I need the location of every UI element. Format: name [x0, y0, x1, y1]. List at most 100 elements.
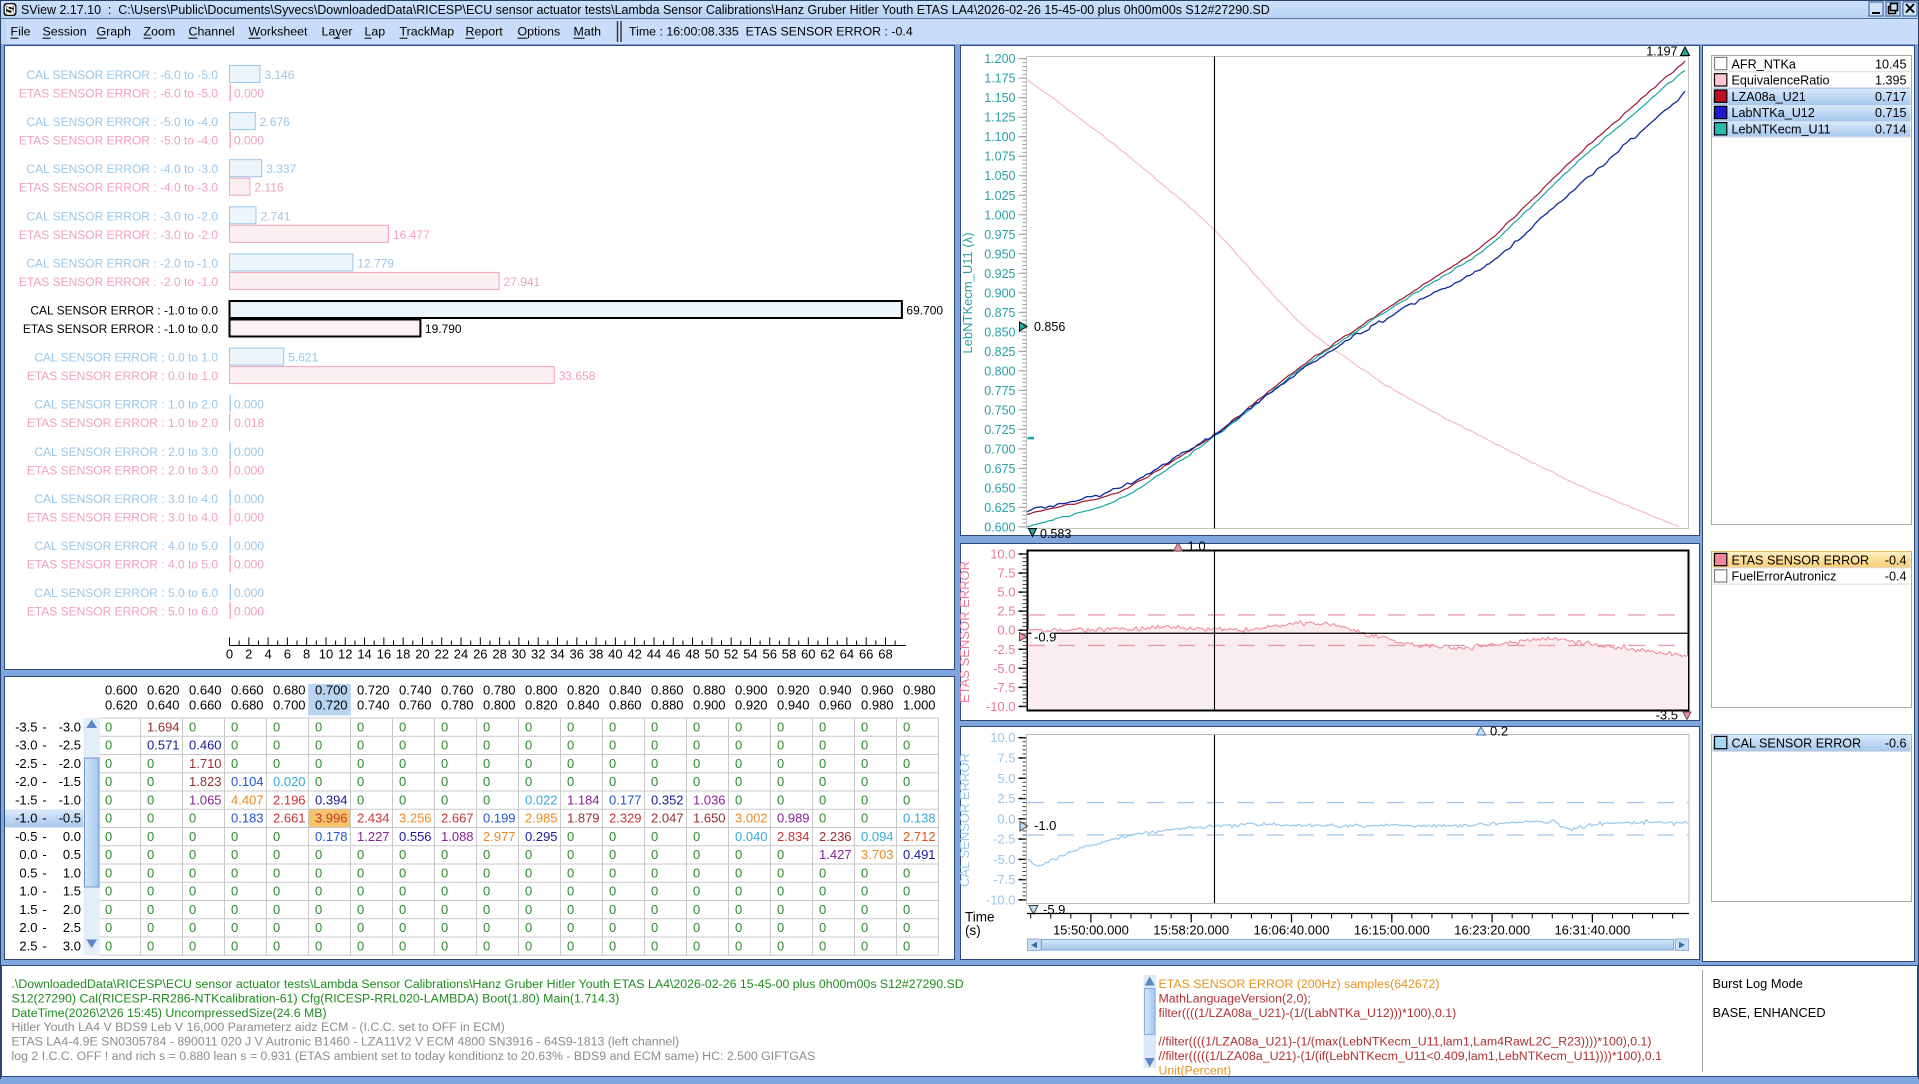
svg-text:0: 0 [525, 865, 532, 880]
svg-text:10.45: 10.45 [1875, 57, 1907, 71]
svg-text:0: 0 [819, 920, 826, 935]
svg-text:26: 26 [473, 647, 487, 662]
svg-text:1.0: 1.0 [1188, 539, 1206, 554]
svg-text:16:31:40.000: 16:31:40.000 [1554, 923, 1630, 938]
svg-text:0.780: 0.780 [483, 683, 516, 698]
svg-text:0.556: 0.556 [399, 829, 432, 844]
svg-text:0: 0 [399, 774, 406, 789]
svg-text:0: 0 [819, 902, 826, 917]
svg-text:0.920: 0.920 [777, 683, 810, 698]
svg-text:Time : 16:00:08.335 ETAS SENS: Time : 16:00:08.335 ETAS SENSOR ERROR : … [629, 25, 913, 39]
svg-text:-0.6: -0.6 [1885, 736, 1907, 750]
svg-text:ETAS SENSOR ERROR : -5.0 to -4: ETAS SENSOR ERROR : -5.0 to -4.0 [19, 134, 218, 148]
svg-text:0: 0 [819, 738, 826, 753]
svg-text:0: 0 [609, 884, 616, 899]
svg-text:0.625: 0.625 [984, 501, 1015, 515]
svg-text:-5.9: -5.9 [1043, 902, 1065, 917]
svg-text:-0.4: -0.4 [1885, 570, 1907, 584]
svg-text:CAL SENSOR ERROR : -3.0 to -2.: CAL SENSOR ERROR : -3.0 to -2.0 [26, 209, 218, 223]
svg-text:ETAS SENSOR ERROR : -1.0 to 0.: ETAS SENSOR ERROR : -1.0 to 0.0 [23, 322, 218, 336]
svg-text:0: 0 [147, 774, 154, 789]
svg-text:ETAS SENSOR ERROR (200Hz) samp: ETAS SENSOR ERROR (200Hz) samples(642672… [1159, 977, 1440, 991]
svg-text:1.650: 1.650 [693, 811, 726, 826]
svg-text:-: - [42, 774, 46, 789]
svg-text:-7.5: -7.5 [993, 680, 1015, 695]
svg-text:15:58:20.000: 15:58:20.000 [1153, 923, 1229, 938]
svg-text:Lap: Lap [365, 25, 386, 39]
svg-text:1.088: 1.088 [441, 829, 474, 844]
svg-text:2: 2 [245, 647, 252, 662]
svg-text:CAL SENSOR ERROR : -2.0 to -1.: CAL SENSOR ERROR : -2.0 to -1.0 [26, 256, 218, 270]
svg-text:0: 0 [651, 774, 658, 789]
svg-text:0: 0 [819, 811, 826, 826]
svg-text:0: 0 [231, 719, 238, 734]
svg-text:1.184: 1.184 [567, 792, 600, 807]
svg-text:0.000: 0.000 [234, 87, 264, 101]
svg-text:0: 0 [609, 902, 616, 917]
svg-text:0: 0 [735, 884, 742, 899]
svg-text:0.925: 0.925 [984, 267, 1015, 281]
svg-text:-: - [42, 811, 46, 826]
svg-text:0.840: 0.840 [567, 698, 600, 713]
svg-text:0: 0 [105, 738, 112, 753]
svg-text:48: 48 [685, 647, 699, 662]
svg-text:0.0: 0.0 [997, 623, 1015, 638]
svg-text:0: 0 [525, 902, 532, 917]
svg-text:0.5: 0.5 [19, 865, 37, 880]
svg-text:0: 0 [693, 902, 700, 917]
svg-text:0: 0 [903, 938, 910, 953]
svg-text:0.000: 0.000 [234, 558, 264, 572]
svg-text:1.036: 1.036 [693, 792, 726, 807]
svg-text:0: 0 [903, 920, 910, 935]
svg-text:0: 0 [105, 792, 112, 807]
svg-text:0: 0 [399, 738, 406, 753]
svg-text:0: 0 [399, 719, 406, 734]
svg-text:2.329: 2.329 [609, 811, 642, 826]
svg-text:0: 0 [735, 865, 742, 880]
svg-text:0: 0 [525, 756, 532, 771]
svg-text:DateTime(2026\2\26 15:45) Unco: DateTime(2026\2\26 15:45) UncompressedSi… [12, 1006, 327, 1020]
svg-text:0: 0 [357, 719, 364, 734]
svg-text:(s): (s) [965, 923, 981, 938]
svg-text:-1.0: -1.0 [1034, 818, 1056, 833]
svg-text:0.094: 0.094 [861, 829, 894, 844]
svg-text:0: 0 [735, 920, 742, 935]
svg-text:2.985: 2.985 [525, 811, 558, 826]
svg-text:File: File [11, 25, 31, 39]
svg-text:0: 0 [651, 756, 658, 771]
svg-text:0.460: 0.460 [189, 738, 222, 753]
svg-text:7.5: 7.5 [997, 566, 1015, 581]
svg-text:40: 40 [608, 647, 622, 662]
svg-text:1.075: 1.075 [984, 150, 1015, 164]
svg-text:0: 0 [861, 884, 868, 899]
svg-text:-: - [42, 738, 46, 753]
svg-text:0: 0 [693, 865, 700, 880]
svg-text:CAL SENSOR ERROR : 4.0 to 5.0: CAL SENSOR ERROR : 4.0 to 5.0 [34, 539, 218, 553]
svg-text:0: 0 [399, 847, 406, 862]
svg-text:0: 0 [819, 938, 826, 953]
svg-text:0: 0 [525, 719, 532, 734]
svg-text:0: 0 [903, 738, 910, 753]
svg-text:-0.9: -0.9 [1034, 630, 1056, 645]
svg-text:0: 0 [609, 719, 616, 734]
svg-text:-3.5: -3.5 [1656, 708, 1678, 723]
svg-text:0.800: 0.800 [525, 683, 558, 698]
svg-text:0: 0 [651, 829, 658, 844]
svg-text:-0.5: -0.5 [59, 811, 81, 826]
svg-text:0: 0 [819, 792, 826, 807]
svg-text:0.620: 0.620 [147, 683, 180, 698]
svg-text:0: 0 [777, 884, 784, 899]
svg-text:Session: Session [43, 25, 87, 39]
svg-text:0: 0 [777, 792, 784, 807]
svg-text:-: - [42, 719, 46, 734]
svg-text:CAL SENSOR ERROR : 5.0 to 6.0: CAL SENSOR ERROR : 5.0 to 6.0 [34, 586, 218, 600]
svg-text:16:15:00.000: 16:15:00.000 [1354, 923, 1430, 938]
svg-text:5.0: 5.0 [997, 585, 1015, 600]
svg-text:1.879: 1.879 [567, 811, 600, 826]
svg-text:0: 0 [819, 719, 826, 734]
svg-text:0: 0 [147, 829, 154, 844]
svg-text:-10.0: -10.0 [986, 892, 1016, 907]
svg-text:0.000: 0.000 [234, 398, 264, 412]
svg-text://filter((((1/LZA08a_U21)-(1/(: //filter((((1/LZA08a_U21)-(1/(max(LebNTK… [1159, 1035, 1652, 1049]
svg-text:0.138: 0.138 [903, 811, 936, 826]
